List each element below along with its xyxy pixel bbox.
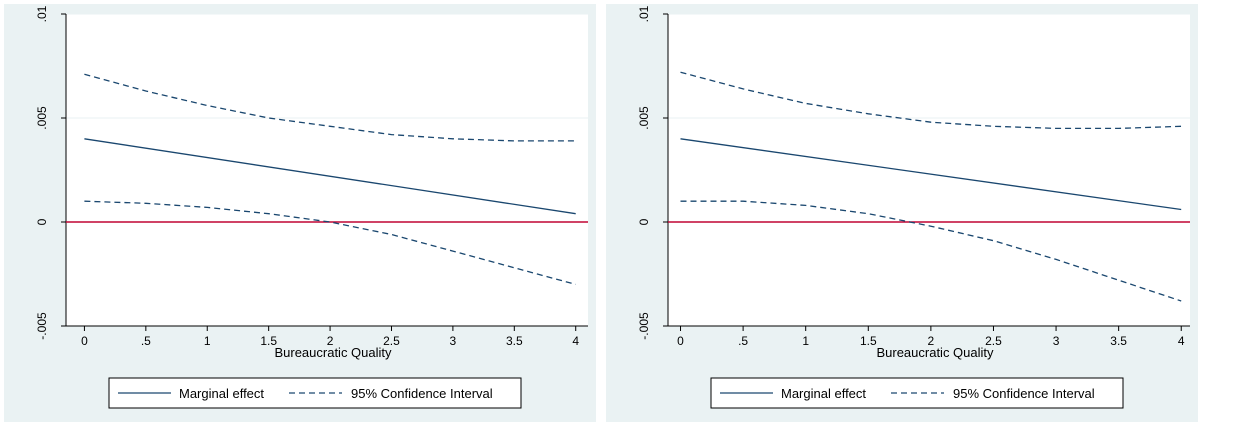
x-tick-label: 3.5 [1110,334,1127,348]
legend-label-confidence-interval: 95% Confidence Interval [351,386,493,401]
x-tick-label: 4 [1178,334,1185,348]
y-tick-label: .01 [637,5,651,22]
x-tick-label: 2 [327,334,334,348]
x-tick-label: 1.5 [860,334,877,348]
x-tick-label: 1 [802,334,809,348]
plot-area [668,14,1190,326]
y-tick-label: -.005 [35,312,49,340]
x-tick-label: .5 [141,334,151,348]
legend-label-marginal-effect: Marginal effect [179,386,264,401]
x-tick-label: 1 [204,334,211,348]
chart-svg-right: -.005 0 .005 .01 0 .5 1 1.5 2 2.5 3 3.5 4 Bureaucrati… [606,4,1198,422]
x-tick-label: 0 [677,334,684,348]
ci-upper-line [680,71,1182,130]
y-tick-label: -.005 [637,312,651,340]
ci-lower-line [680,200,1182,302]
legend-label-marginal-effect: Marginal effect [781,386,866,401]
x-tick-label: 3.5 [506,334,523,348]
x-tick-label: 3 [450,334,457,348]
x-tick-label: 2.5 [383,334,400,348]
y-tick-label: .01 [35,5,49,22]
x-tick-label: 3 [1053,334,1060,348]
legend-box [710,377,1124,409]
x-tick-label: 0 [81,334,88,348]
x-tick-label: .5 [738,334,748,348]
x-tick-label: 1.5 [260,334,277,348]
ci-lower-line [84,200,576,286]
x-axis-title: Bureaucratic Quality [274,345,392,360]
marginal-effect-line [680,138,1182,211]
y-tick-label: .005 [35,106,49,130]
plot-area [66,14,588,326]
x-tick-label: 2.5 [985,334,1002,348]
legend-label-confidence-interval: 95% Confidence Interval [953,386,1095,401]
x-tick-label: 2 [928,334,935,348]
chart-panel-right: -.005 0 .005 .01 0 .5 1 1.5 2 2.5 3 3.5 4 Bureaucrati… [606,4,1198,422]
x-axis-title: Bureaucratic Quality [876,345,994,360]
chart-panel-left: -.005 0 .005 .01 0 .5 1 1.5 2 2.5 3 3.5 4 Bureaucrati… [4,4,596,422]
chart-svg-left: -.005 0 .005 .01 0 .5 1 1.5 2 2.5 3 3.5 4 Bureaucrati… [4,4,596,422]
y-tick-label: .005 [637,106,651,130]
y-tick-label: 0 [637,218,651,225]
x-tick-label: 4 [572,334,579,348]
ci-upper-line [84,73,576,142]
marginal-effect-line [84,138,576,215]
y-tick-label: 0 [35,218,49,225]
